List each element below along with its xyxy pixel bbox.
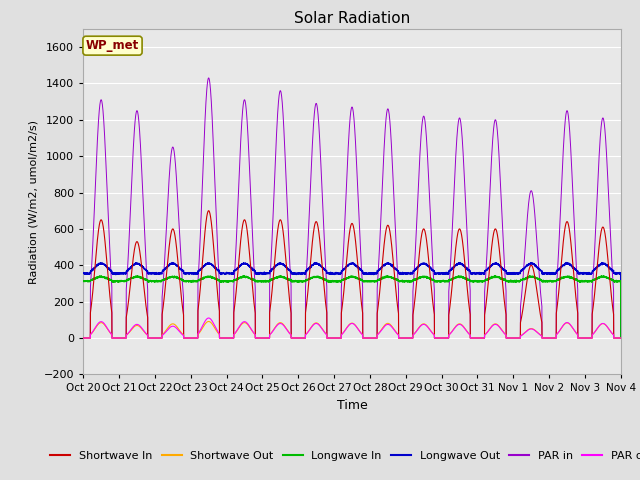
Title: Solar Radiation: Solar Radiation: [294, 11, 410, 26]
X-axis label: Time: Time: [337, 399, 367, 412]
Legend: Shortwave In, Shortwave Out, Longwave In, Longwave Out, PAR in, PAR out: Shortwave In, Shortwave Out, Longwave In…: [46, 447, 640, 466]
Text: WP_met: WP_met: [86, 39, 139, 52]
Y-axis label: Radiation (W/m2, umol/m2/s): Radiation (W/m2, umol/m2/s): [28, 120, 38, 284]
